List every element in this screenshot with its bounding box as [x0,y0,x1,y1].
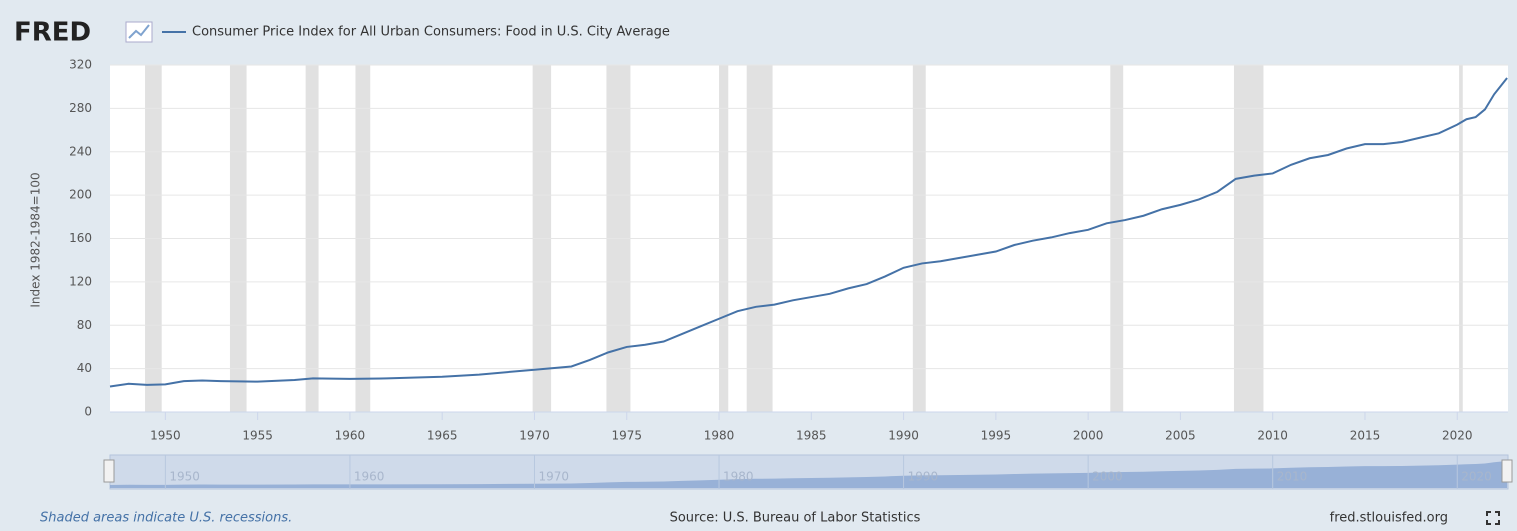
logo-icon [125,21,153,43]
x-tick-label: 1960 [335,429,366,443]
y-tick-label: 160 [69,231,92,245]
logo: FRED [14,18,91,48]
series-line [109,77,1508,388]
navigator-tick-label: 1970 [538,470,569,484]
legend-label: Consumer Price Index for All Urban Consu… [192,25,670,40]
footer-note: Shaded areas indicate U.S. recessions. [40,511,292,526]
y-tick-label: 240 [69,144,92,158]
x-tick-label: 1970 [519,429,550,443]
x-tick-label: 1980 [704,429,735,443]
fullscreen-icon[interactable] [1486,511,1500,525]
navigator-tick-label: 2020 [1461,470,1492,484]
y-tick-label: 320 [69,58,92,72]
x-tick-label: 1990 [888,429,919,443]
navigator-tick-label: 2010 [1277,470,1308,484]
navigator-tick-label: 1960 [354,470,385,484]
x-tick-label: 2000 [1073,429,1104,443]
y-tick-label: 80 [77,318,92,332]
x-tick-label: 2015 [1350,429,1381,443]
y-tick-label: 280 [69,101,92,115]
y-tick-label: 120 [69,274,92,288]
x-tick-label: 1955 [242,429,273,443]
navigator-handle[interactable] [1501,459,1513,483]
x-tick-label: 2005 [1165,429,1196,443]
x-tick-label: 1950 [150,429,181,443]
y-tick-label: 200 [69,188,92,202]
navigator-tick-label: 1980 [723,470,754,484]
x-tick-label: 2010 [1257,429,1288,443]
x-tick-label: 1995 [981,429,1012,443]
navigator-handle[interactable] [103,459,115,483]
footer-site: fred.stlouisfed.org [1330,511,1448,526]
x-tick-label: 1985 [796,429,827,443]
x-tick-label: 1975 [611,429,642,443]
x-tick-label: 2020 [1442,429,1473,443]
y-tick-label: 0 [84,405,92,419]
navigator-tick-label: 2000 [1092,470,1123,484]
navigator-tick-label: 1990 [908,470,939,484]
navigator-tick-label: 1950 [169,470,200,484]
y-tick-label: 40 [77,361,92,375]
navigator-area [110,461,1508,488]
y-axis-label: Index 1982-1984=100 [29,172,43,307]
footer-source: Source: U.S. Bureau of Labor Statistics [670,511,921,526]
x-tick-label: 1965 [427,429,458,443]
